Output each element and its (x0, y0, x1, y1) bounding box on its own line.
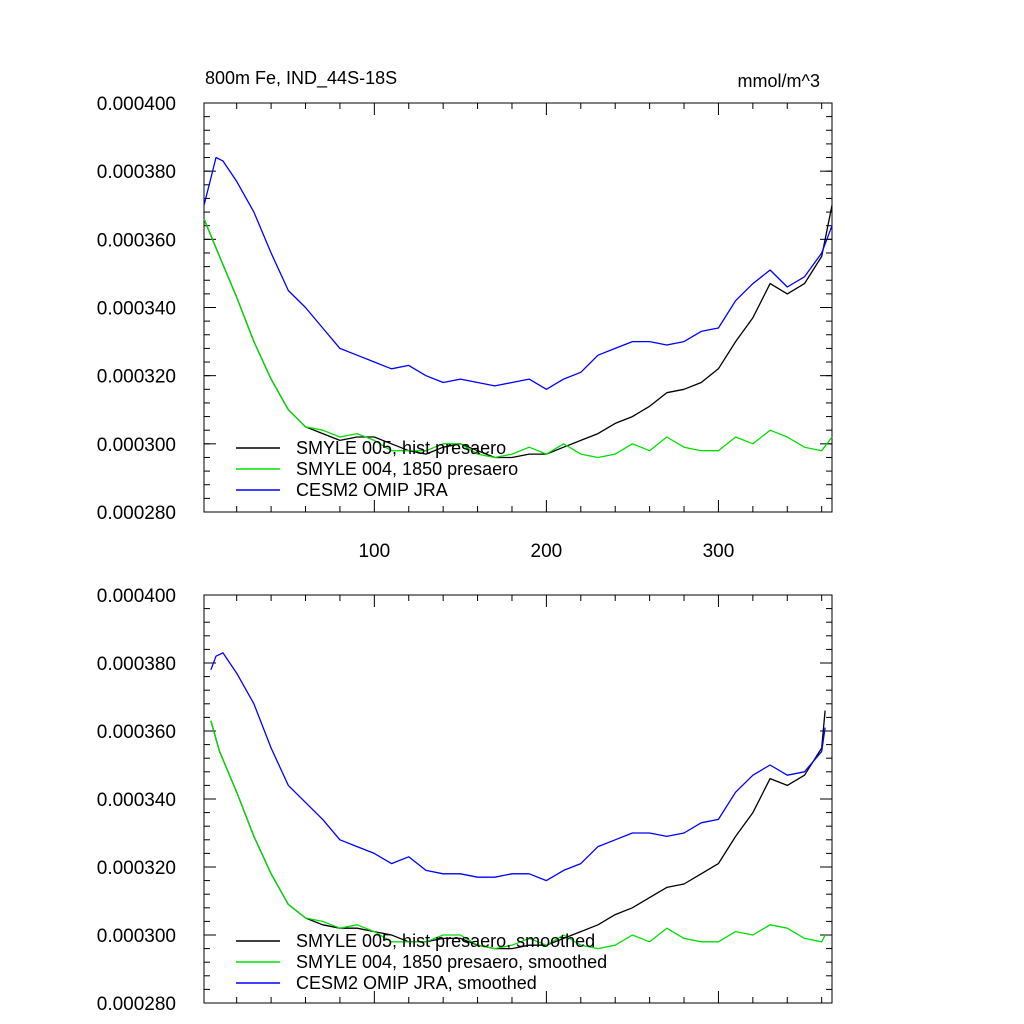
series-lines (210, 652, 826, 950)
series-line-1 (210, 720, 826, 950)
bottom-panel: 0.000280 0.000300 0.000320 0.000340 0.000360… (97, 586, 833, 1015)
series-line-2 (210, 652, 826, 882)
y-tick-label: 0.000400 (97, 586, 176, 607)
legend: SMYLE 005, hist presaero, smoothedSMYLE … (236, 931, 607, 993)
x-tick-label: 200 (531, 541, 563, 562)
legend-label: SMYLE 004, 1850 presaero (296, 459, 518, 479)
y-tick-label: 0.000380 (97, 162, 176, 183)
legend-label: CESM2 OMIP JRA, smoothed (296, 973, 537, 993)
y-tick-label: 0.000300 (97, 926, 176, 947)
y-tick-label: 0.000400 (97, 94, 176, 115)
series-line-2 (203, 156, 833, 390)
top-panel: 800m Fe, IND_44S-18S mmol/m^3 0.0002800.… (97, 68, 833, 562)
y-tick-label: 0.000340 (97, 790, 176, 811)
y-tick-labels: 0.000280 0.000300 0.000320 0.000340 0.000360… (97, 94, 176, 524)
y-tick-label: 0.000340 (97, 299, 176, 320)
units-label: mmol/m^3 (738, 71, 820, 91)
y-tick-label: 0.000280 (97, 994, 176, 1015)
x-tick-label: 100 (358, 541, 390, 562)
y-tick-label: 0.000280 (97, 503, 176, 524)
y-tick-label: 0.000320 (97, 858, 176, 879)
x-tick-label: 300 (703, 541, 735, 562)
ticks (204, 102, 832, 513)
series-line-1 (203, 218, 833, 459)
y-tick-label: 0.000300 (97, 435, 176, 456)
series-lines (203, 156, 833, 459)
ticks (204, 594, 832, 1004)
legend-label: CESM2 OMIP JRA (296, 480, 448, 500)
y-tick-labels: 0.000280 0.000300 0.000320 0.000340 0.000360… (97, 586, 176, 1015)
x-tick-labels: 100 200 300 (358, 541, 734, 562)
legend-label: SMYLE 004, 1850 presaero, smoothed (296, 952, 607, 972)
y-tick-label: 0.000320 (97, 367, 176, 388)
y-tick-label: 0.000380 (97, 654, 176, 675)
series-line-0 (210, 710, 826, 950)
panel-title: 800m Fe, IND_44S-18S (205, 68, 397, 89)
y-tick-label: 0.000360 (97, 722, 176, 743)
y-tick-label: 0.000360 (97, 230, 176, 251)
legend-label: SMYLE 005, hist presaero, smoothed (296, 931, 595, 951)
legend-label: SMYLE 005, hist presaero (296, 438, 506, 458)
